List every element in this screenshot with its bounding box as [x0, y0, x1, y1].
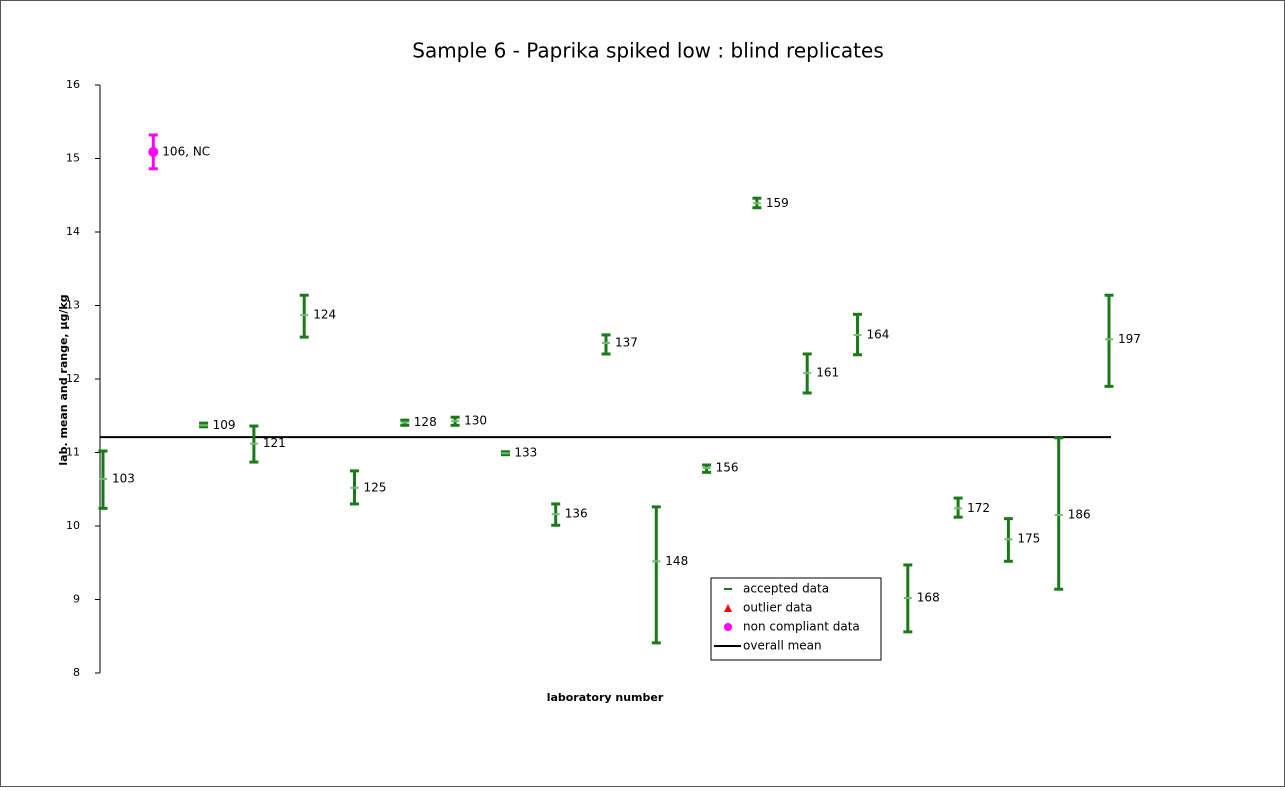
point-label: 159 — [766, 196, 789, 210]
y-tick-label: 10 — [66, 519, 80, 532]
legend-marker — [724, 623, 732, 631]
y-tick-label: 16 — [66, 78, 80, 91]
point-label: 133 — [514, 446, 537, 460]
point-label: 168 — [917, 591, 940, 605]
point-label: 186 — [1068, 507, 1091, 521]
point-label: 109 — [213, 418, 236, 432]
y-tick-label: 9 — [73, 593, 80, 606]
point-label: 197 — [1118, 332, 1141, 346]
legend-label: outlier data — [743, 601, 812, 615]
point-label: 103 — [112, 471, 135, 485]
point-label: 164 — [867, 327, 890, 341]
point-label: 125 — [364, 480, 387, 494]
legend-marker — [724, 604, 732, 612]
point-label: 136 — [565, 507, 588, 521]
y-tick-label: 15 — [66, 152, 80, 165]
legend-label: overall mean — [743, 639, 822, 653]
point-label: 130 — [464, 413, 487, 427]
y-tick-label: 12 — [66, 372, 80, 385]
point-label: 148 — [665, 554, 688, 568]
y-axis-label: lab. mean and range, µg/kg — [57, 294, 70, 465]
point-label: 124 — [313, 308, 336, 322]
point-label: 156 — [716, 460, 739, 474]
y-tick-label: 13 — [66, 299, 80, 312]
point-label: 175 — [1017, 532, 1040, 546]
y-tick-label: 11 — [66, 446, 80, 459]
point-marker — [148, 146, 159, 157]
y-tick-label: 8 — [73, 666, 80, 679]
point-label: 121 — [263, 436, 286, 450]
point-label: 106, NC — [162, 144, 210, 158]
legend-label: non compliant data — [743, 620, 860, 634]
point-label: 161 — [816, 366, 839, 380]
point-label: 128 — [414, 415, 437, 429]
chart-title: Sample 6 - Paprika spiked low : blind re… — [412, 39, 884, 63]
x-axis-label: laboratory number — [547, 691, 664, 704]
legend-label: accepted data — [743, 582, 829, 596]
y-tick-label: 14 — [66, 225, 80, 238]
point-label: 137 — [615, 335, 638, 349]
point-label: 172 — [967, 501, 990, 515]
